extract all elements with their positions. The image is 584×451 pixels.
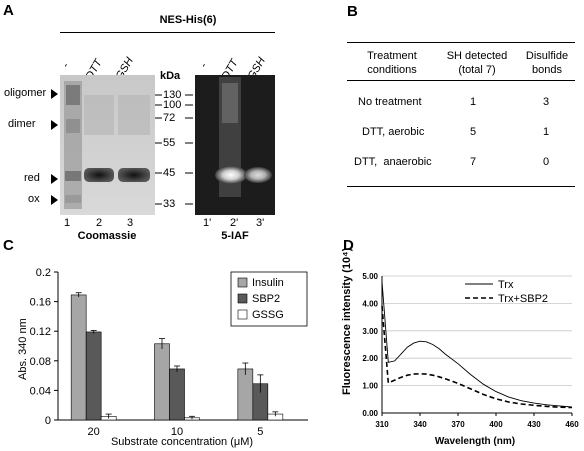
band-label-ox: ox — [28, 193, 40, 205]
table-cell-row1-disulfide: 3 — [543, 96, 550, 108]
table-bottom-rule — [347, 186, 575, 187]
lane-number-2: 2 — [96, 217, 103, 229]
marker-ticks — [155, 94, 193, 205]
chart-c-y-tick-label: 0.04 — [30, 385, 51, 397]
legend-swatch-sbp2 — [237, 293, 248, 304]
legend-label-insulin: Insulin — [252, 277, 284, 289]
chart-d-line-trx-sbp2 — [381, 306, 573, 409]
chart-c-bar-insulin — [70, 294, 87, 421]
chart-d-y-tick-label: 0.00 — [362, 409, 378, 418]
chart-c-x-tick-label: 10 — [171, 426, 183, 438]
chart-d-x-tick-label: 430 — [527, 420, 541, 429]
panel-letter-a: A — [3, 2, 14, 19]
arrow-right-icon — [51, 195, 58, 205]
lane-number-3: 3 — [127, 217, 134, 229]
chart-d-y-tick-label: 4.00 — [362, 299, 378, 308]
panel-letter-d: D — [343, 237, 354, 254]
table-header-disulfide: Disulfide bonds — [525, 50, 569, 76]
lane-number-1: 1 — [64, 217, 71, 229]
band-label-oligomer: oligomer — [4, 87, 47, 99]
chart-c-y-tick-label: 0.08 — [30, 356, 51, 368]
chart-d-y-tick-label: 5.00 — [362, 272, 378, 281]
table-cell-row1-treatment: No treatment — [358, 96, 422, 108]
stain-label-coomassie: Coomassie — [77, 230, 137, 242]
table-cell-row2-treatment: DTT, aerobic — [362, 126, 425, 138]
chart-d-legend: Trx Trx+SBP2 — [465, 279, 548, 305]
chart-c-y-tick-label: 0.2 — [36, 267, 51, 279]
chart-d-y-tick-label: 3.00 — [362, 327, 378, 336]
legend-label-gssg: GSSG — [252, 309, 284, 321]
chart-c-bar-insulin — [237, 368, 254, 421]
lane-label-untreated-iaf: - — [197, 60, 210, 70]
lane-number-2p: 2' — [230, 217, 239, 229]
marker-45: 45 — [163, 167, 176, 179]
legend-swatch-insulin — [237, 277, 248, 288]
band-label-red: red — [24, 172, 40, 184]
chart-d-svg: 0.00 1.00 2.00 3.00 4.00 5.00 310 340 370 400 430 4… — [362, 272, 579, 429]
chart-d-x-tick-label: 370 — [451, 420, 465, 429]
arrow-right-icon — [51, 120, 58, 130]
kda-label: kDa — [160, 70, 181, 82]
lane-number-3p: 3' — [256, 217, 265, 229]
table-cell-row3-sh: 7 — [470, 156, 477, 168]
arrow-right-icon — [51, 174, 58, 184]
legend-label-trx-sbp2: Trx+SBP2 — [498, 293, 548, 305]
panel-letter-b: B — [347, 3, 358, 20]
table-cell-row3-treatment: DTT, anaerobic — [354, 156, 432, 168]
chart-d-ylabel: Fluorescence intensity (10⁴) — [341, 247, 353, 395]
chart-d-x-tick-label: 460 — [565, 420, 579, 429]
marker-130: 130 — [163, 89, 182, 101]
chart-d-y-tick-label: 1.00 — [362, 382, 378, 391]
marker-72: 72 — [163, 112, 176, 124]
chart-c-y-tick-label: 0.12 — [30, 326, 51, 338]
chart-c-x-tick-label: 20 — [88, 426, 100, 438]
legend-swatch-gssg — [237, 309, 248, 320]
chart-c-legend: Insulin SBP2 GSSG — [230, 271, 308, 327]
chart-c-xlabel: Substrate concentration (μM) — [110, 436, 254, 448]
chart-c-svg: 0 0.04 0.08 0.12 0.16 0.2 20 10 5 Insulin SBP2 G… — [30, 267, 308, 438]
stain-label-iaf: 5-IAF — [221, 230, 249, 242]
construct-label: NES-His(6) — [159, 14, 217, 26]
table-top-rule — [347, 42, 575, 43]
chart-d-xlabel: Wavelength (nm) — [434, 436, 516, 447]
table-cell-row2-sh: 5 — [470, 126, 477, 138]
chart-c-bar-sbp2 — [169, 368, 185, 421]
chart-d-line-trx — [381, 281, 573, 408]
panel-letter-c: C — [3, 237, 14, 254]
legend-label-trx: Trx — [498, 279, 514, 291]
chart-d-x-tick-label: 340 — [413, 420, 427, 429]
chart-d-x-tick-label: 400 — [489, 420, 503, 429]
table-header-sh: SH detected (total 7) — [446, 50, 508, 76]
marker-100: 100 — [163, 99, 182, 111]
band-label-dimer: dimer — [8, 118, 36, 130]
arrow-right-icon — [51, 89, 58, 99]
lane-label-untreated: - — [59, 60, 72, 70]
marker-55: 55 — [163, 137, 176, 149]
chart-c-y-tick-label: 0 — [45, 415, 51, 427]
chart-c-y-tick-label: 0.16 — [30, 297, 51, 309]
chart-c-bar-sbp2 — [85, 331, 102, 421]
table-cell-row3-disulfide: 0 — [543, 156, 550, 168]
marker-33: 33 — [163, 198, 176, 210]
table-cell-row1-sh: 1 — [470, 96, 477, 108]
lane-number-1p: 1' — [203, 217, 212, 229]
chart-d-x-tick-label: 310 — [375, 420, 389, 429]
chart-c-x-tick-label: 5 — [257, 426, 263, 438]
chart-c-bar-insulin — [154, 343, 170, 421]
construct-bracket — [60, 32, 275, 33]
chart-d-y-tick-label: 2.00 — [362, 354, 378, 363]
table-header-treatment: Treatment conditions — [367, 50, 417, 76]
coomassie-gel — [60, 75, 155, 215]
iaf-gel — [195, 75, 275, 215]
table-cell-row2-disulfide: 1 — [543, 126, 550, 138]
table-header-rule — [347, 80, 575, 81]
legend-label-sbp2: SBP2 — [252, 293, 280, 305]
